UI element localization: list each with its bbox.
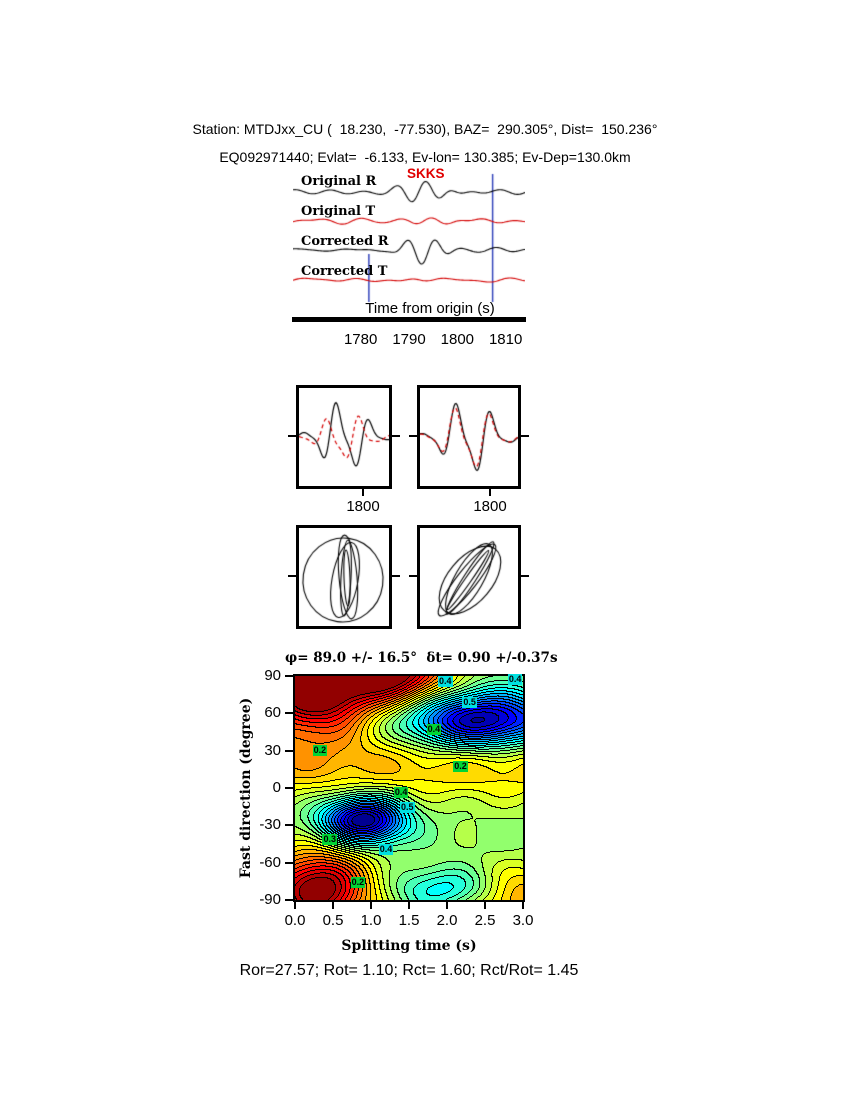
- misfit-ytick-label: -90: [259, 891, 281, 908]
- box-side-tick: [521, 435, 529, 437]
- particle-box-1: [296, 525, 392, 629]
- misfit-xtick-label: 1.0: [360, 912, 382, 929]
- trace-label-corrected-t: Corrected T: [301, 264, 388, 279]
- contour-label: 0.4: [426, 723, 442, 735]
- misfit-xtick-mark: [484, 902, 486, 909]
- misfit-xtick-mark: [370, 902, 372, 909]
- box-bottom-tick: [362, 489, 365, 496]
- misfit-xtick-label: 1.5: [398, 912, 420, 929]
- misfit-ytick-label: 90: [264, 667, 281, 684]
- trace-label-original-r: Original R: [301, 174, 377, 189]
- contour-label: 0.2: [453, 760, 468, 772]
- event-info-line: EQ092971440; Evlat= -6.133, Ev-lon= 130.…: [219, 149, 631, 165]
- misfit-ytick-mark: [285, 712, 293, 715]
- windowed-box-2: [417, 385, 521, 489]
- misfit-xtick-mark: [332, 902, 334, 909]
- time-axis-title: Time from origin (s): [365, 300, 495, 317]
- box-bottom-tick: [489, 489, 492, 496]
- misfit-ytick-mark: [285, 899, 293, 901]
- misfit-xtick-mark: [408, 902, 410, 909]
- misfit-ytick-label: 0: [272, 779, 281, 796]
- time-axis-tick-label: 1790: [392, 331, 426, 348]
- window-xtick-label-1: 1800: [346, 498, 380, 515]
- box-side-tick: [409, 575, 417, 577]
- contour-label: 0.2: [350, 876, 366, 888]
- time-axis-bar: [292, 317, 526, 322]
- contour-label: 0.4: [393, 786, 409, 798]
- waveform-overview-canvas: [293, 166, 525, 306]
- trace-label-corrected-r: Corrected R: [301, 234, 389, 249]
- box-side-tick: [288, 575, 296, 577]
- misfit-xtick-label: 0.0: [284, 912, 306, 929]
- misfit-xtick-label: 0.5: [322, 912, 344, 929]
- contour-label: 0.5: [462, 697, 477, 709]
- particle-box-2: [417, 525, 521, 629]
- box-side-tick: [392, 435, 400, 437]
- misfit-xlabel: Splitting time (s): [341, 938, 477, 954]
- particle-canvas-1: [299, 528, 389, 626]
- misfit-ytick-mark: [285, 749, 293, 752]
- contour-label: 0.5: [400, 801, 415, 813]
- phase-label: SKKS: [407, 166, 445, 181]
- window-xtick-label-2: 1800: [473, 498, 507, 515]
- contour-label: 0.2: [312, 744, 328, 756]
- time-axis-tick-label: 1810: [488, 331, 523, 348]
- misfit-xtick-label: 3.0: [512, 912, 534, 929]
- trace-label-original-t: Original T: [301, 204, 376, 219]
- misfit-xtick-label: 2.5: [474, 912, 496, 929]
- misfit-ytick-mark: [285, 824, 293, 827]
- misfit-xtick-label: 2.0: [436, 912, 458, 929]
- windowed-canvas-2: [420, 388, 518, 486]
- box-side-tick: [409, 435, 417, 437]
- box-side-tick: [392, 575, 400, 577]
- misfit-ytick-mark: [285, 861, 293, 864]
- windowed-canvas-1: [299, 388, 389, 486]
- time-axis-tick-label: 1780: [343, 331, 378, 348]
- misfit-ytick-label: 30: [264, 741, 281, 759]
- box-side-tick: [521, 575, 529, 577]
- contour-label: 0.3: [322, 834, 337, 846]
- particle-canvas-2: [420, 528, 518, 626]
- misfit-title: φ= 89.0 +/- 16.5° δt= 0.90 +/-0.37s: [285, 650, 558, 666]
- misfit-ytick-label: -60: [259, 853, 281, 871]
- misfit-ytick-label: -30: [259, 816, 281, 834]
- misfit-ytick-mark: [285, 675, 293, 677]
- box-side-tick: [288, 435, 296, 437]
- contour-label: 0.4: [378, 844, 394, 856]
- misfit-xtick-mark: [522, 902, 524, 909]
- station-info-line: Station: MTDJxx_CU ( 18.230, -77.530), B…: [192, 121, 658, 137]
- stats-line: Ror=27.57; Rot= 1.10; Rct= 1.60; Rct/Rot…: [239, 962, 579, 979]
- misfit-map-canvas: [293, 674, 525, 902]
- misfit-ytick-label: 60: [264, 704, 281, 722]
- time-axis-tick-label: 1800: [440, 331, 475, 348]
- windowed-box-1: [296, 385, 392, 489]
- misfit-xtick-mark: [294, 902, 296, 909]
- contour-label: 0.4: [507, 673, 523, 685]
- misfit-xtick-mark: [446, 902, 448, 909]
- misfit-ytick-mark: [285, 787, 293, 789]
- contour-label: 0.4: [438, 676, 453, 688]
